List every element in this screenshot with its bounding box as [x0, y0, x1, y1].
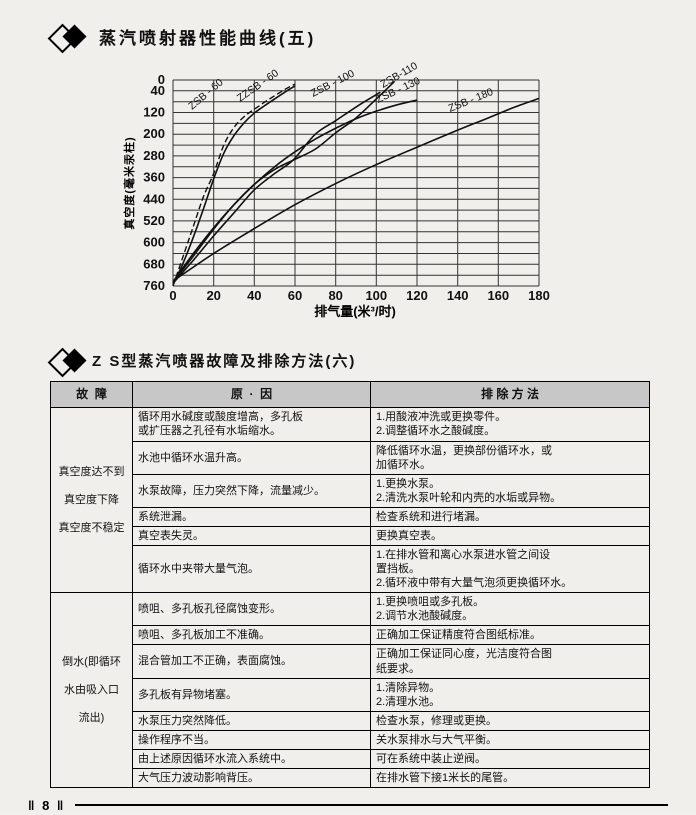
svg-text:40: 40: [151, 83, 165, 98]
svg-text:680: 680: [143, 256, 165, 271]
svg-text:520: 520: [143, 213, 165, 228]
svg-text:ZSB - 180: ZSB - 180: [447, 86, 495, 115]
svg-text:ZSB - 100: ZSB - 100: [309, 67, 357, 99]
svg-text:760: 760: [143, 278, 165, 293]
svg-text:真空度(毫米汞柱): 真空度(毫米汞柱): [122, 136, 136, 229]
svg-text:100: 100: [365, 288, 387, 303]
svg-text:40: 40: [247, 288, 261, 303]
svg-text:140: 140: [447, 288, 469, 303]
svg-text:80: 80: [328, 288, 342, 303]
svg-text:600: 600: [143, 235, 165, 250]
svg-text:60: 60: [288, 288, 302, 303]
svg-text:200: 200: [143, 126, 165, 141]
svg-text:360: 360: [143, 170, 165, 185]
svg-text:20: 20: [206, 288, 220, 303]
svg-text:0: 0: [169, 288, 176, 303]
svg-text:ZSB - 60: ZSB - 60: [186, 76, 226, 112]
svg-text:120: 120: [143, 105, 165, 120]
svg-text:排气量(米³/时): 排气量(米³/时): [314, 304, 396, 319]
svg-text:280: 280: [143, 148, 165, 163]
svg-text:120: 120: [406, 288, 428, 303]
svg-text:180: 180: [528, 288, 550, 303]
svg-text:440: 440: [143, 191, 165, 206]
svg-text:160: 160: [487, 288, 509, 303]
